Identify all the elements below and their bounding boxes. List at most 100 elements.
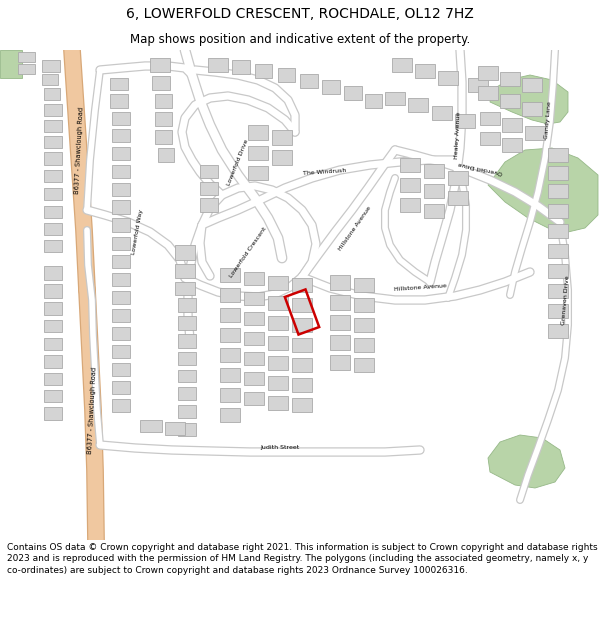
Polygon shape [268, 316, 288, 330]
Polygon shape [112, 165, 130, 178]
Text: Hillstone Avenue: Hillstone Avenue [338, 205, 372, 251]
Polygon shape [244, 352, 264, 365]
Polygon shape [292, 398, 312, 412]
Polygon shape [244, 312, 264, 325]
Polygon shape [548, 264, 568, 278]
Polygon shape [44, 152, 62, 165]
Polygon shape [220, 368, 240, 382]
Polygon shape [220, 288, 240, 302]
Polygon shape [548, 244, 568, 258]
Polygon shape [44, 223, 62, 235]
Polygon shape [424, 164, 444, 178]
Text: Judith Street: Judith Street [260, 444, 299, 449]
Polygon shape [44, 188, 62, 200]
Polygon shape [220, 308, 240, 322]
Polygon shape [44, 390, 62, 402]
Polygon shape [244, 272, 264, 285]
Polygon shape [112, 237, 130, 250]
Polygon shape [255, 64, 272, 78]
Polygon shape [268, 276, 288, 290]
Polygon shape [548, 304, 568, 318]
Text: Overdell Drive: Overdell Drive [457, 161, 503, 175]
Polygon shape [400, 178, 420, 192]
Polygon shape [44, 120, 62, 132]
Polygon shape [200, 165, 218, 178]
Polygon shape [112, 399, 130, 412]
Polygon shape [165, 422, 185, 435]
Polygon shape [178, 352, 196, 365]
Polygon shape [322, 80, 340, 94]
Polygon shape [155, 112, 172, 126]
Polygon shape [548, 184, 568, 198]
Polygon shape [44, 302, 62, 315]
Polygon shape [424, 204, 444, 218]
Polygon shape [248, 166, 268, 180]
Polygon shape [522, 78, 542, 92]
Polygon shape [490, 75, 568, 124]
Polygon shape [478, 66, 498, 80]
Polygon shape [152, 76, 170, 90]
Polygon shape [44, 407, 62, 420]
Polygon shape [448, 171, 468, 185]
Polygon shape [178, 334, 196, 348]
Text: Map shows position and indicative extent of the property.: Map shows position and indicative extent… [130, 32, 470, 46]
Polygon shape [365, 94, 382, 108]
Polygon shape [112, 112, 130, 125]
Polygon shape [548, 166, 568, 180]
Polygon shape [112, 183, 130, 196]
Polygon shape [178, 316, 196, 330]
Polygon shape [292, 278, 312, 292]
Polygon shape [244, 372, 264, 385]
Text: Gandy Lane: Gandy Lane [544, 101, 552, 139]
Polygon shape [208, 58, 228, 72]
Polygon shape [392, 58, 412, 72]
Text: Hillstone Avenue: Hillstone Avenue [394, 284, 446, 292]
Polygon shape [175, 282, 195, 295]
Polygon shape [548, 284, 568, 298]
Polygon shape [424, 184, 444, 198]
Polygon shape [330, 315, 350, 330]
Polygon shape [354, 278, 374, 292]
Polygon shape [248, 125, 268, 140]
Polygon shape [468, 78, 488, 92]
Polygon shape [232, 60, 250, 74]
Polygon shape [344, 86, 362, 100]
Polygon shape [548, 148, 568, 162]
Polygon shape [330, 275, 350, 290]
Polygon shape [178, 405, 196, 418]
Polygon shape [178, 298, 196, 312]
Polygon shape [300, 74, 318, 88]
Text: B6377 - Shawclough Road: B6377 - Shawclough Road [87, 366, 97, 454]
Polygon shape [488, 148, 598, 232]
Polygon shape [112, 327, 130, 340]
Polygon shape [330, 335, 350, 350]
Polygon shape [488, 435, 565, 488]
Polygon shape [112, 345, 130, 358]
Polygon shape [220, 268, 240, 282]
Polygon shape [178, 423, 196, 436]
Polygon shape [112, 147, 130, 160]
Polygon shape [330, 295, 350, 310]
Polygon shape [272, 130, 292, 145]
Polygon shape [155, 130, 172, 144]
Polygon shape [248, 146, 268, 160]
Polygon shape [354, 338, 374, 352]
Polygon shape [220, 328, 240, 342]
Polygon shape [178, 370, 196, 382]
Polygon shape [502, 118, 522, 132]
Text: Lowerfold Drive: Lowerfold Drive [226, 138, 250, 186]
Polygon shape [150, 58, 170, 72]
Polygon shape [112, 309, 130, 322]
Polygon shape [220, 388, 240, 402]
Polygon shape [44, 266, 62, 280]
Text: The Windrush: The Windrush [303, 168, 347, 176]
Polygon shape [438, 71, 458, 85]
Polygon shape [112, 129, 130, 142]
Polygon shape [42, 74, 58, 85]
Polygon shape [200, 182, 218, 195]
Polygon shape [455, 114, 475, 128]
Polygon shape [44, 170, 62, 182]
Polygon shape [244, 332, 264, 345]
Polygon shape [502, 138, 522, 152]
Polygon shape [500, 94, 520, 108]
